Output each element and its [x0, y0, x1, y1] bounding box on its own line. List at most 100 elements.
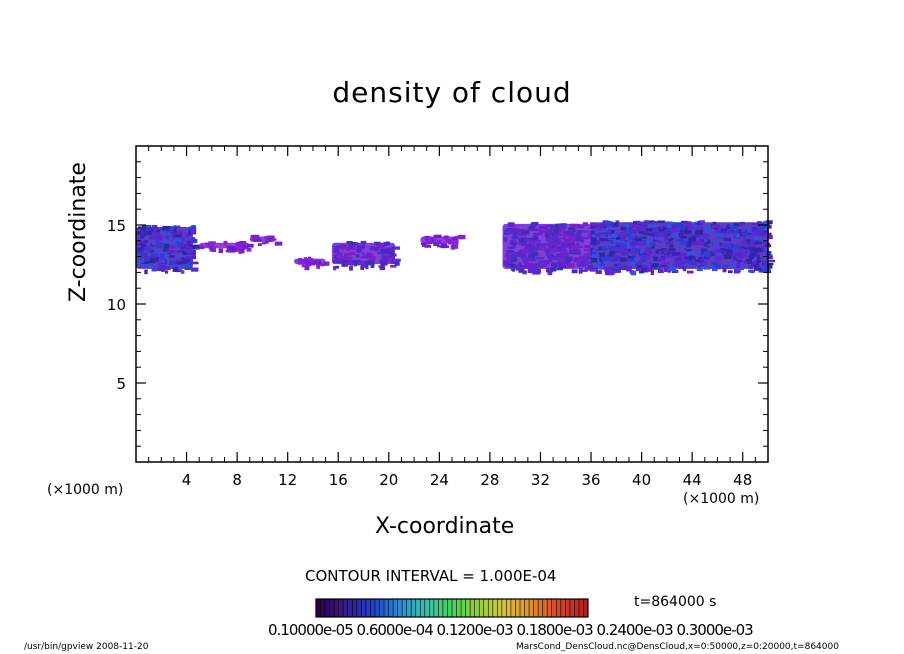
cloud-speck	[685, 221, 692, 227]
cloud-speck	[536, 243, 541, 247]
cloud-speck	[722, 267, 727, 273]
cloud-speck	[145, 231, 153, 236]
cloud-speck	[525, 265, 531, 269]
cloud-speck	[669, 240, 674, 244]
colorbar-swatch	[338, 599, 344, 617]
cloud-speck	[178, 249, 184, 253]
cloud-speck	[446, 238, 452, 243]
cloud-speck	[523, 257, 531, 262]
cloud-speck	[344, 252, 352, 256]
cloud-speck	[364, 261, 368, 267]
cloud-speck	[591, 234, 595, 238]
x-unit-left: (×1000 m)	[47, 482, 124, 498]
cloud-speck	[632, 238, 638, 243]
cloud-speck	[176, 225, 181, 228]
cloud-speck	[166, 250, 174, 254]
cloud-speck	[541, 230, 545, 233]
cloud-speck	[522, 248, 528, 254]
cloud-speck	[440, 243, 447, 249]
cloud-speck	[767, 232, 772, 236]
cloud-speck	[754, 247, 762, 253]
cloud-speck	[756, 225, 765, 229]
cloud-speck	[353, 264, 358, 267]
cloud-speck	[730, 225, 738, 230]
cloud-speck	[712, 224, 721, 228]
cloud-speck	[346, 248, 351, 251]
colorbar-swatch	[406, 599, 412, 617]
cloud-speck	[717, 226, 723, 231]
colorbar-swatch	[538, 599, 543, 617]
cloud-speck	[601, 256, 610, 262]
cloud-speck	[550, 249, 556, 253]
cloud-speck	[429, 238, 435, 244]
cloud-speck	[728, 230, 735, 234]
cloud-speck	[565, 260, 569, 263]
cloud-speck	[348, 245, 355, 248]
cloud-speck	[652, 232, 659, 237]
cloud-speck	[544, 228, 550, 232]
cloud-speck	[163, 243, 170, 249]
cloud-speck	[185, 246, 193, 251]
cloud-speck	[149, 258, 156, 262]
cloud-speck	[584, 245, 591, 249]
cloud-speck	[687, 226, 694, 231]
cloud-speck	[668, 248, 676, 251]
cloud-speck	[575, 232, 582, 235]
cloud-speck	[634, 237, 642, 240]
cloud-speck	[391, 256, 395, 259]
cloud-speck	[554, 262, 561, 267]
cloud-speck	[606, 247, 615, 251]
cloud-speck	[765, 220, 773, 224]
cloud-speck	[648, 233, 655, 236]
cloud-speck	[663, 249, 668, 255]
cloud-speck	[334, 245, 342, 248]
cloud-speck	[587, 256, 593, 260]
cloud-speck	[175, 241, 183, 246]
cloud-speck	[389, 253, 397, 257]
colorbar-swatch	[501, 599, 507, 617]
colorbar-swatch	[461, 599, 466, 617]
cloud-speck	[752, 261, 757, 266]
cloud-speck	[512, 235, 517, 239]
cloud-region	[136, 225, 201, 275]
cloud-region	[420, 234, 466, 250]
cloud-speck	[641, 225, 648, 229]
colorbar-swatch	[483, 599, 489, 617]
cloud-speck	[238, 246, 242, 250]
cloud-speck	[712, 249, 717, 254]
cloud-speck	[727, 229, 731, 233]
cloud-speck	[529, 247, 533, 252]
cloud-speck	[208, 247, 214, 250]
cloud-speck	[150, 247, 154, 250]
cloud-speck	[146, 263, 151, 268]
cloud-speck	[565, 233, 570, 236]
cloud-speck	[507, 222, 515, 227]
cloud-speck	[629, 241, 637, 246]
cloud-speck	[538, 231, 542, 234]
cloud-speck	[639, 224, 648, 227]
cloud-speck	[524, 262, 533, 267]
colorbar-swatch	[578, 599, 584, 617]
cloud-speck	[571, 269, 578, 274]
cloud-speck	[754, 241, 762, 245]
colorbar-swatch	[547, 599, 553, 617]
cloud-speck	[593, 239, 597, 243]
cloud-speck	[761, 238, 768, 242]
cloud-speck	[191, 253, 196, 257]
cloud-speck	[542, 243, 550, 246]
cloud-speck	[722, 249, 731, 252]
cloud-speck	[638, 258, 646, 262]
colorbar-swatch	[402, 599, 407, 617]
cloud-speck	[380, 261, 388, 266]
cloud-speck	[651, 264, 658, 268]
cloud-speck	[620, 257, 626, 263]
cloud-speck	[379, 259, 385, 264]
cloud-speck	[199, 245, 205, 249]
cloud-speck	[510, 257, 518, 263]
cloud-speck	[645, 247, 652, 252]
cloud-speck	[544, 260, 550, 265]
cloud-speck	[512, 243, 516, 248]
cloud-speck	[141, 239, 147, 243]
cloud-speck	[535, 262, 543, 266]
cloud-speck	[303, 257, 307, 261]
